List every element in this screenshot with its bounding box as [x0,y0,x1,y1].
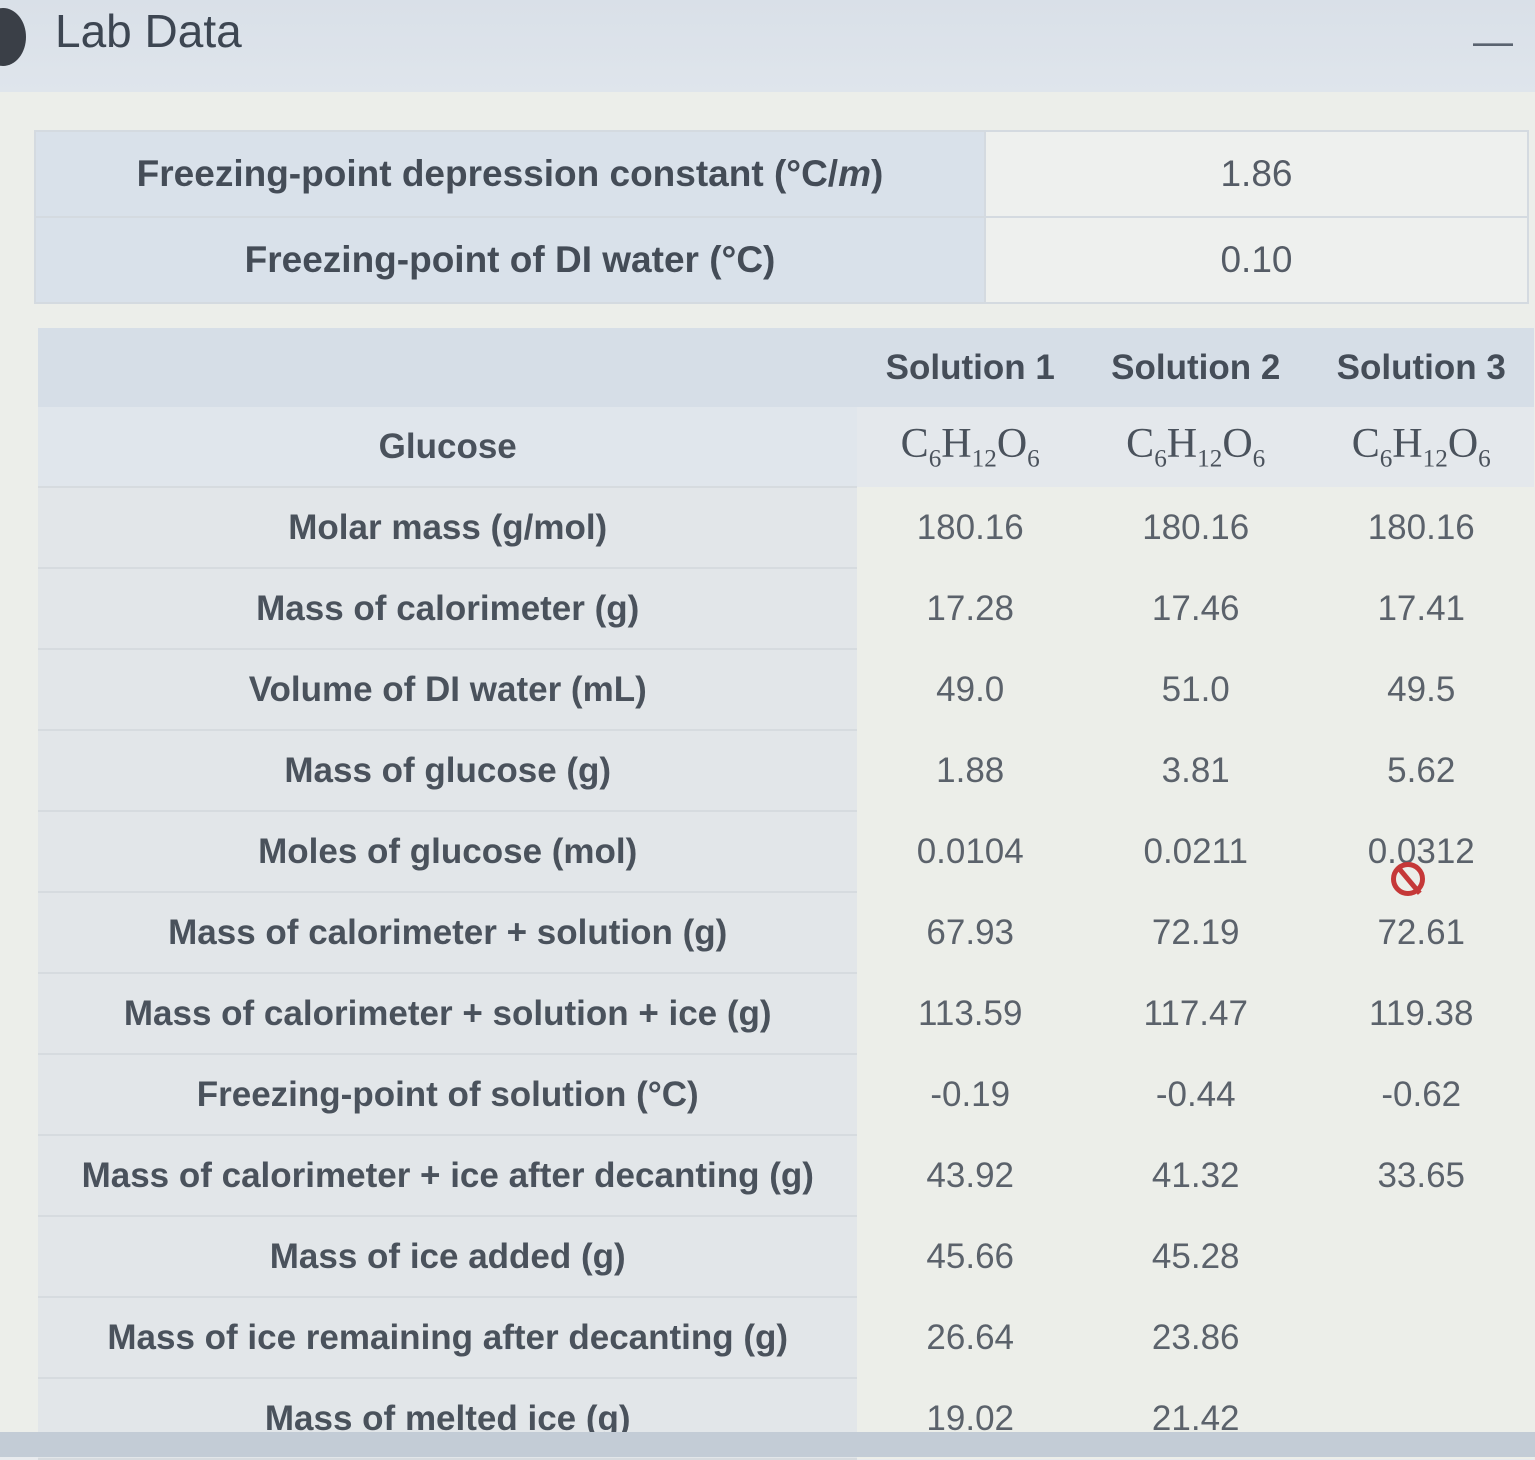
row-label: Moles of glucose (mol) [38,811,858,893]
row-label: Mass of glucose (g) [38,730,858,812]
cell: 72.19 [1082,892,1309,973]
row-label: Volume of DI water (mL) [38,649,858,731]
cell: 180.16 [857,487,1083,568]
row-label: Freezing-point of solution (°C) [38,1054,858,1136]
cell: 0.0211 [1082,811,1309,892]
row-label: Glucose [38,407,858,488]
table-row: Mass of ice added (g) 45.66 45.28 [38,1216,1534,1298]
formula-row: Glucose C6H12O6 C6H12O6 C6H12O6 [38,407,1534,488]
chemical-formula: C6H12O6 [1082,407,1309,487]
chemical-formula: C6H12O6 [857,407,1083,487]
constants-table: Freezing-point depression constant (°C/m… [34,130,1529,304]
table-row: Volume of DI water (mL) 49.0 51.0 49.5 [38,649,1534,731]
collapse-minus-icon[interactable]: — [1473,20,1513,64]
cell: 17.41 [1308,568,1534,649]
table-row: Mass of glucose (g) 1.88 3.81 5.62 [38,730,1534,812]
constant-row: Freezing-point depression constant (°C/m… [34,130,1529,218]
table-row: Mass of ice remaining after decanting (g… [38,1297,1534,1379]
cell: 43.92 [857,1135,1083,1216]
panel-header: Lab Data — [0,0,1535,93]
cell [1308,1216,1534,1297]
row-label: Mass of ice added (g) [38,1216,858,1298]
cell: 41.32 [1082,1135,1309,1216]
lab-data-table: Solution 1 Solution 2 Solution 3 Glucose… [38,328,1534,1460]
column-header: Solution 1 [857,328,1083,407]
row-label: Mass of calorimeter (g) [38,568,858,650]
cell: 17.28 [857,568,1083,649]
cell: 67.93 [857,892,1083,973]
step-badge [0,8,26,66]
cell: 3.81 [1082,730,1309,811]
row-label: Mass of calorimeter + solution + ice (g) [38,973,858,1055]
row-label: Molar mass (g/mol) [38,487,858,569]
blank-header [38,328,858,407]
table-row: Mass of calorimeter + ice after decantin… [38,1135,1534,1217]
cell: 51.0 [1082,649,1309,730]
cell: 180.16 [1082,487,1309,568]
cell: 180.16 [1308,487,1534,568]
table-row: Mass of calorimeter + solution + ice (g)… [38,973,1534,1055]
row-label: Mass of ice remaining after decanting (g… [38,1297,858,1379]
cell: -0.62 [1308,1054,1534,1135]
constant-value: 0.10 [984,216,1529,304]
cell: 49.5 [1308,649,1534,730]
cell: 17.46 [1082,568,1309,649]
cell: 45.28 [1082,1216,1309,1297]
column-header-row: Solution 1 Solution 2 Solution 3 [38,328,1534,407]
cell [1308,1297,1534,1378]
cell: 45.66 [857,1216,1083,1297]
cell: 26.64 [857,1297,1083,1378]
table-row: Mass of calorimeter + solution (g) 67.93 7… [38,892,1534,974]
constant-value: 1.86 [984,130,1529,218]
cell: 113.59 [857,973,1083,1054]
row-label: Mass of calorimeter + ice after decantin… [38,1135,858,1217]
constant-label: Freezing-point of DI water (°C) [34,216,986,304]
cell: 49.0 [857,649,1083,730]
not-allowed-cursor-icon [1391,862,1425,896]
table-row: Molar mass (g/mol) 180.16 180.16 180.16 [38,487,1534,569]
cell: 5.62 [1308,730,1534,811]
constant-label: Freezing-point depression constant (°C/m… [34,130,986,218]
cell: 72.61 [1308,892,1534,973]
table-row: Mass of calorimeter (g) 17.28 17.46 17.41 [38,568,1534,650]
constant-row: Freezing-point of DI water (°C) 0.10 [34,216,1529,304]
column-header: Solution 2 [1082,328,1309,407]
panel-title: Lab Data [55,5,242,57]
table-row: Moles of glucose (mol) 0.0104 0.0211 0.0312 [38,811,1534,893]
cell: 33.65 [1308,1135,1534,1216]
bottom-bar [0,1432,1535,1457]
cell: -0.19 [857,1054,1083,1135]
table-row: Freezing-point of solution (°C) -0.19 -0.4… [38,1054,1534,1136]
cell: 119.38 [1308,973,1534,1054]
chemical-formula: C6H12O6 [1308,407,1534,487]
cell: 23.86 [1082,1297,1309,1378]
column-header: Solution 3 [1308,328,1534,407]
cell: 0.0104 [857,811,1083,892]
cell: 117.47 [1082,973,1309,1054]
table-row: Mass of melted ice (g) 19.02 21.42 [38,1378,1534,1460]
row-label: Mass of calorimeter + solution (g) [38,892,858,974]
cell: -0.44 [1082,1054,1309,1135]
cell: 1.88 [857,730,1083,811]
